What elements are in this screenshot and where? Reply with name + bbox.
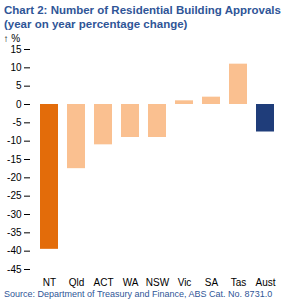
svg-text:NT: NT bbox=[43, 277, 56, 288]
svg-text:10: 10 bbox=[10, 62, 22, 73]
svg-text:-5: -5 bbox=[13, 117, 22, 128]
svg-text:-40: -40 bbox=[7, 245, 22, 256]
svg-text:ACT: ACT bbox=[94, 277, 114, 288]
svg-text:NSW: NSW bbox=[146, 277, 170, 288]
svg-text:Qld: Qld bbox=[69, 277, 85, 288]
svg-text:-30: -30 bbox=[7, 209, 22, 220]
svg-text:Vic: Vic bbox=[178, 277, 192, 288]
svg-text:-10: -10 bbox=[7, 135, 22, 146]
svg-text:-25: -25 bbox=[7, 190, 22, 201]
svg-text:SA: SA bbox=[205, 277, 219, 288]
svg-text:-35: -35 bbox=[7, 227, 22, 238]
svg-text:-15: -15 bbox=[7, 154, 22, 165]
svg-text:0: 0 bbox=[16, 99, 22, 110]
svg-text:-45: -45 bbox=[7, 264, 22, 275]
html-text:Chart 2: Number of Residential: Chart 2: Number of Residential Building … bbox=[4, 4, 281, 30]
svg-text:↑ %: ↑ % bbox=[4, 33, 21, 44]
svg-text:Aust: Aust bbox=[255, 277, 275, 288]
svg-text:WA: WA bbox=[123, 277, 139, 288]
html-text:Source: Department of Treasury: Source: Department of Treasury and Finan… bbox=[4, 289, 273, 299]
svg-text:15: 15 bbox=[10, 44, 22, 55]
svg-text:-20: -20 bbox=[7, 172, 22, 183]
svg-text:Tas: Tas bbox=[231, 277, 247, 288]
svg-text:5: 5 bbox=[16, 80, 22, 91]
